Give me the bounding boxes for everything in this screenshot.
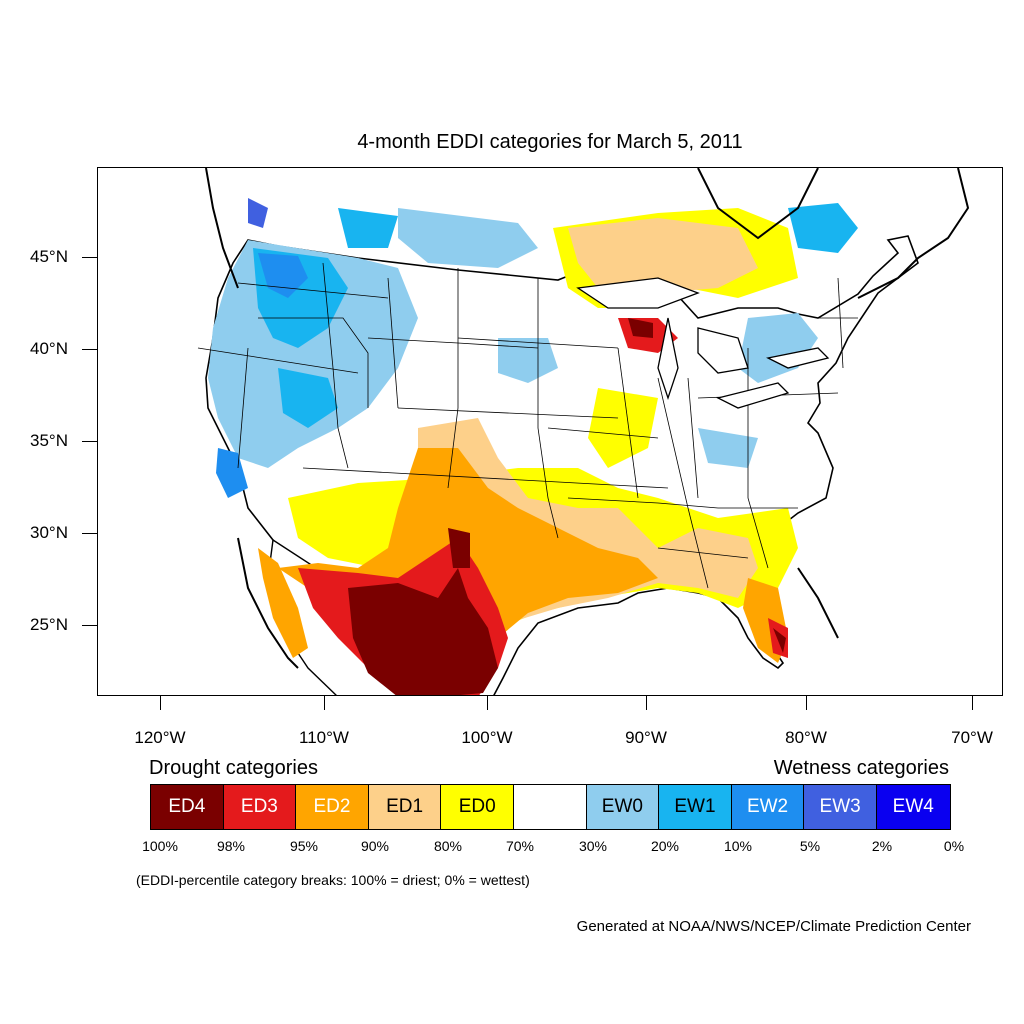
coastlines: [205, 168, 970, 669]
lat-label-40n: 40°N: [30, 339, 68, 358]
lon-tick: [972, 696, 973, 710]
percentile-label: 0%: [943, 838, 965, 854]
lat-tick: [82, 441, 97, 442]
map-title: 4-month EDDI categories for March 5, 201…: [357, 131, 743, 153]
percentile-label: 5%: [799, 838, 821, 854]
lon-tick: [646, 696, 647, 710]
eddi-map: [197, 168, 970, 695]
legend-box-ew3: EW3: [804, 785, 877, 829]
category-legend: ED4 ED3 ED2 ED1 ED0 EW0 EW1 EW2 EW3 EW4: [150, 784, 951, 830]
category-patches: [208, 198, 858, 695]
percentile-label: 80%: [433, 838, 463, 854]
lat-label-25n: 25°N: [30, 615, 68, 634]
percentile-label: 30%: [578, 838, 608, 854]
lat-tick: [82, 257, 97, 258]
lon-tick: [160, 696, 161, 710]
legend-box-ed2: ED2: [296, 785, 369, 829]
legend-box-neutral: [513, 785, 587, 829]
category-breaks-note: (EDDI-percentile category breaks: 100% =…: [136, 872, 530, 888]
percentile-label: 98%: [216, 838, 246, 854]
percentile-label: 90%: [360, 838, 390, 854]
lon-label-110w: 110°W: [299, 728, 349, 747]
lon-label-80w: 80°W: [785, 728, 827, 747]
lon-label-100w: 100°W: [461, 728, 513, 747]
lat-tick: [82, 349, 97, 350]
legend-box-ew0: EW0: [586, 785, 660, 829]
percentile-label: 95%: [289, 838, 319, 854]
percentile-label: 20%: [650, 838, 680, 854]
legend-box-ew4: EW4: [876, 785, 950, 829]
percentile-label: 2%: [871, 838, 893, 854]
lat-label-45n: 45°N: [30, 247, 68, 266]
lat-tick: [82, 625, 97, 626]
lon-tick: [806, 696, 807, 710]
lon-tick: [324, 696, 325, 710]
lon-label-120w: 120°W: [134, 728, 186, 747]
drought-categories-title: Drought categories: [149, 757, 318, 779]
wetness-categories-title: Wetness categories: [773, 757, 949, 779]
legend-box-ew2: EW2: [731, 785, 805, 829]
percentile-label: 10%: [723, 838, 753, 854]
percentile-label: 100%: [142, 838, 178, 854]
legend-box-ed0: ED0: [441, 785, 514, 829]
legend-box-ed1: ED1: [368, 785, 442, 829]
lon-label-70w: 70°W: [951, 728, 993, 747]
great-lakes: [576, 277, 830, 409]
lon-label-90w: 90°W: [625, 728, 667, 747]
legend-box-ed3: ED3: [223, 785, 297, 829]
legend-box-ed4: ED4: [151, 785, 224, 829]
legend-box-ew1: EW1: [659, 785, 732, 829]
lon-tick: [487, 696, 488, 710]
lat-tick: [82, 533, 97, 534]
map-panel: [97, 167, 1003, 696]
lat-label-30n: 30°N: [30, 523, 68, 542]
lat-label-35n: 35°N: [30, 431, 68, 450]
credit-line: Generated at NOAA/NWS/NCEP/Climate Predi…: [576, 918, 971, 935]
percentile-label: 70%: [505, 838, 535, 854]
